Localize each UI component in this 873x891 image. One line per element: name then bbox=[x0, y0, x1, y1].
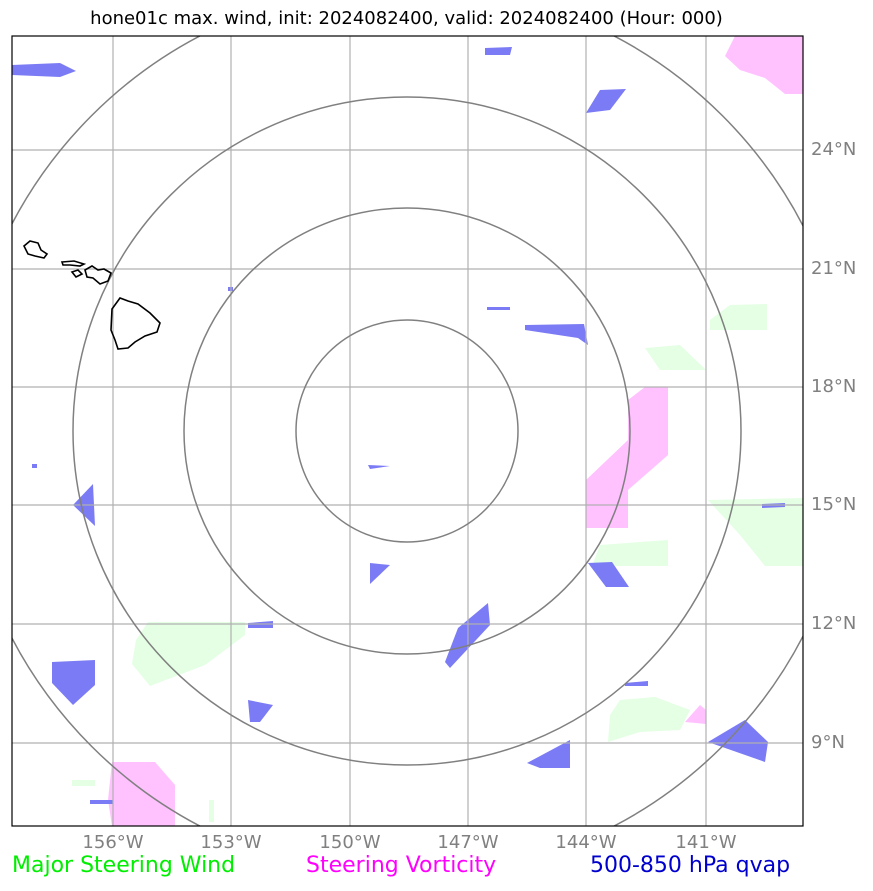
range-rings bbox=[12, 36, 803, 826]
wind-area bbox=[710, 304, 767, 330]
qvap-area bbox=[487, 307, 510, 310]
vorticity-areas bbox=[108, 36, 803, 826]
vorticity-area bbox=[108, 762, 175, 826]
island-oahu bbox=[60, 260, 87, 267]
range-ring bbox=[295, 319, 519, 543]
lon-label: 144°W bbox=[555, 832, 617, 853]
wind-areas bbox=[72, 304, 803, 822]
lon-label: 153°W bbox=[200, 832, 262, 853]
wind-area bbox=[708, 498, 803, 566]
range-ring bbox=[183, 207, 631, 655]
qvap-area bbox=[370, 563, 390, 584]
island-kauai bbox=[23, 240, 49, 259]
qvap-area bbox=[525, 324, 588, 345]
qvap-area bbox=[588, 562, 629, 587]
legend-qvap: 500-850 hPa qvap bbox=[590, 853, 791, 878]
qvap-area bbox=[708, 720, 768, 762]
island-molokai bbox=[70, 269, 84, 279]
wind-area bbox=[608, 697, 690, 742]
lon-label: 141°W bbox=[675, 832, 737, 853]
lon-label: 156°W bbox=[82, 832, 144, 853]
vorticity-area bbox=[685, 705, 706, 724]
range-ring bbox=[72, 96, 742, 766]
lat-label: 9°N bbox=[811, 732, 845, 753]
wind-area bbox=[209, 800, 214, 822]
map-title: hone01c max. wind, init: 2024082400, val… bbox=[90, 8, 723, 29]
qvap-area bbox=[12, 63, 76, 77]
lat-label: 18°N bbox=[811, 376, 857, 397]
qvap-area bbox=[527, 740, 570, 768]
vorticity-area bbox=[725, 36, 803, 94]
lat-label: 24°N bbox=[811, 139, 857, 160]
vorticity-area bbox=[586, 387, 668, 528]
wind-area bbox=[72, 780, 95, 786]
qvap-area bbox=[586, 89, 626, 113]
wind-area bbox=[592, 540, 668, 566]
lat-label: 12°N bbox=[811, 613, 857, 634]
qvap-area bbox=[52, 660, 95, 705]
qvap-area bbox=[90, 800, 113, 804]
map-frame bbox=[11, 35, 804, 827]
lon-label: 150°W bbox=[319, 832, 381, 853]
coastline bbox=[23, 240, 161, 350]
qvap-area bbox=[368, 465, 390, 469]
lon-label: 147°W bbox=[437, 832, 499, 853]
qvap-area bbox=[248, 700, 273, 722]
wind-area bbox=[132, 622, 245, 686]
qvap-areas bbox=[12, 47, 785, 804]
legend-steering-vorticity: Steering Vorticity bbox=[306, 853, 497, 878]
wind-area bbox=[645, 345, 706, 370]
graticule bbox=[12, 36, 803, 826]
lat-label: 15°N bbox=[811, 494, 857, 515]
legend-major-steering-wind: Major Steering Wind bbox=[12, 853, 236, 878]
qvap-area bbox=[625, 681, 648, 686]
lat-label: 21°N bbox=[811, 258, 857, 279]
qvap-area bbox=[485, 47, 512, 55]
island-maui bbox=[84, 265, 112, 285]
qvap-area bbox=[32, 464, 37, 468]
island-hawaii bbox=[110, 297, 161, 350]
